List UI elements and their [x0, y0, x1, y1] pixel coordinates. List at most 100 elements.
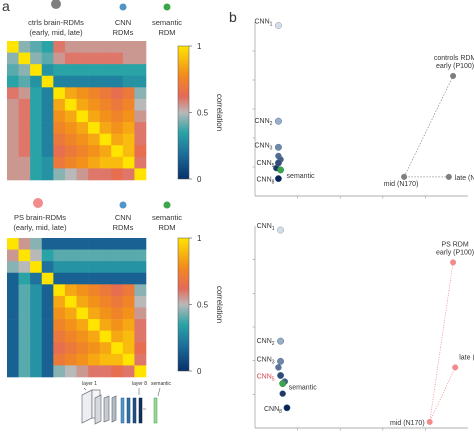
cnn-layer-point — [274, 22, 282, 29]
heatmap-cell — [134, 319, 147, 331]
heatmap-cell — [41, 64, 54, 77]
heatmap-cell — [18, 249, 31, 262]
diagram-semantic-label: semantic — [151, 381, 172, 387]
heatmap-cell — [111, 272, 124, 285]
heatmap-cell — [99, 342, 112, 355]
heatmap-cell — [111, 52, 124, 65]
cnn-layer-point — [277, 337, 285, 345]
brain-point-label: late (N400) — [455, 175, 474, 182]
heatmap-cell — [88, 145, 100, 158]
heatmap-cell — [134, 122, 147, 134]
heatmap-cell — [18, 110, 31, 123]
heatmap-cell — [30, 365, 43, 378]
colorbar-tick-label: 0 — [197, 175, 202, 184]
heatmap-cell — [99, 145, 112, 158]
top-legend-cnn-line1: CNN — [115, 18, 131, 27]
heatmap-cell — [53, 98, 66, 111]
heatmap-cell — [41, 284, 54, 297]
brain-point-label: early (P100) — [436, 63, 474, 70]
heatmap-cell — [18, 330, 31, 343]
heatmap-cell — [64, 41, 77, 53]
heatmap-cell — [41, 133, 54, 146]
heatmap-cell — [30, 284, 43, 297]
heatmap-cell — [18, 319, 31, 331]
heatmap-cell — [122, 87, 135, 100]
diagram-semantic-layer — [153, 397, 158, 424]
heatmap-cell — [53, 110, 66, 123]
mds-plot-bottom: CNN1 CNN2 CNN3 CNN5 CNN8 semantic mid (N170) la… — [252, 223, 474, 431]
heatmap-cell — [99, 353, 112, 366]
top-legend-sem-line1: semantic — [152, 18, 182, 27]
bottom-legend-cnn-line2: RDMs — [113, 223, 134, 232]
heatmap-cell — [88, 64, 100, 77]
heatmap-cell — [30, 261, 43, 274]
heatmap-cell — [41, 41, 54, 53]
semantic-rdm-point — [279, 380, 287, 388]
cnn-legend-dot — [119, 3, 127, 11]
heatmap-cell — [7, 52, 19, 65]
diagram-input-image — [81, 389, 93, 424]
heatmap-cell — [76, 122, 89, 134]
heatmap-cell — [41, 122, 54, 134]
heatmap-cell — [30, 249, 43, 262]
diagram-layer-5 — [126, 397, 131, 424]
brain-point-label: PS RDM — [441, 241, 468, 248]
heatmap-cell — [134, 238, 147, 250]
heatmap-cell — [99, 110, 112, 123]
heatmap-cell — [134, 365, 147, 378]
heatmap-cell — [30, 156, 43, 169]
heatmap-cell — [134, 330, 147, 343]
heatmap-cell — [53, 330, 66, 343]
heatmap-cell — [122, 261, 135, 274]
heatmap-cell — [7, 133, 19, 146]
colorbar-label: correlation — [215, 94, 224, 131]
heatmap-cell — [30, 238, 43, 250]
heatmap-cell — [111, 249, 124, 262]
heatmap-cell — [7, 98, 19, 111]
heatmap-cell — [99, 238, 112, 250]
heatmap-cell — [122, 168, 135, 181]
heatmap-cell — [30, 52, 43, 65]
heatmap-cell — [7, 41, 19, 53]
heatmap-cell — [76, 330, 89, 343]
ctrl-brain-legend-dot — [51, 0, 61, 9]
heatmap-cell — [111, 307, 124, 320]
heatmap-cell — [30, 145, 43, 158]
heatmap-cell — [88, 41, 100, 53]
heatmap-cell — [30, 272, 43, 285]
heatmap-cell — [88, 168, 100, 181]
brain-rdm-point — [450, 259, 457, 266]
heatmap-cell — [7, 342, 19, 355]
heatmap-cell — [53, 295, 66, 308]
heatmap-cell — [134, 168, 147, 181]
heatmap-cell — [122, 52, 135, 65]
heatmap-cell — [76, 295, 89, 308]
heatmap-ctrl — [7, 41, 147, 181]
heatmap-cell — [111, 156, 124, 169]
heatmap-cell — [53, 75, 66, 88]
heatmap-cell — [53, 261, 66, 274]
heatmap-cell — [64, 342, 77, 355]
heatmap-cell — [64, 238, 77, 250]
cnn-legend-dot-2 — [119, 201, 127, 209]
heatmap-cell — [88, 133, 100, 146]
heatmap-cell — [18, 353, 31, 366]
heatmap-cell — [53, 272, 66, 285]
cnn-point-label: CNN2 — [257, 338, 275, 347]
heatmap-cell — [53, 365, 66, 378]
heatmap-cell — [76, 52, 89, 65]
heatmap-cell — [30, 319, 43, 331]
semantic-point-label: semantic — [289, 385, 318, 392]
heatmap-cell — [122, 307, 135, 320]
colorbar-tick-label: 0.5 — [197, 109, 209, 118]
heatmap-cell — [111, 238, 124, 250]
heatmap-ps — [7, 238, 147, 378]
heatmap-cell — [18, 133, 31, 146]
heatmap-cell — [88, 353, 100, 366]
heatmap-cell — [7, 238, 19, 250]
semantic-point-label: semantic — [287, 173, 316, 180]
diagram-layer1-label: layer 1 — [82, 381, 97, 387]
heatmap-cell — [88, 98, 100, 111]
heatmap-cell — [30, 295, 43, 308]
cnn-layer-point — [279, 390, 286, 397]
